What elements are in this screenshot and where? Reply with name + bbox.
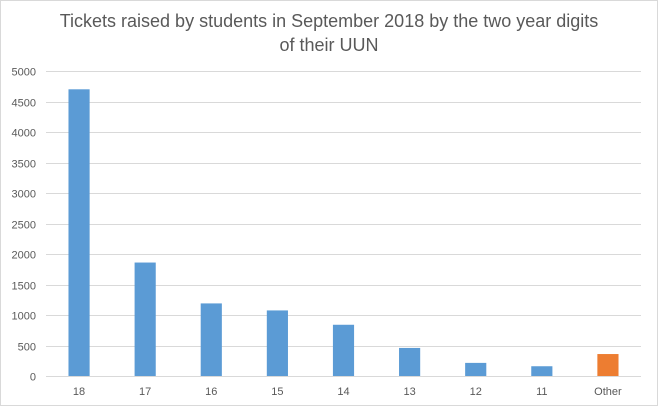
y-tick-label: 2000: [12, 250, 36, 262]
chart-title: Tickets raised by students in September …: [1, 9, 657, 57]
x-tick-label: 13: [403, 386, 415, 398]
y-tick-label: 3000: [12, 189, 36, 201]
chart-title-line-2: of their UUN: [279, 35, 379, 55]
x-tick-label: 12: [470, 386, 482, 398]
bars: [68, 89, 619, 377]
y-axis-ticks: 0 500 1000 1500 2000 2500 3000 3500 4000 4500 5000: [12, 67, 36, 384]
bar: [531, 366, 553, 376]
chart-title-line-1: Tickets raised by students in September …: [59, 11, 599, 31]
x-tick-label: 16: [205, 386, 217, 398]
bar: [200, 303, 222, 376]
x-tick-label: 14: [337, 386, 349, 398]
y-tick-label: 1500: [12, 281, 36, 293]
y-tick-label: 4500: [12, 98, 36, 110]
bar: [68, 89, 90, 377]
x-tick-label: 17: [139, 386, 151, 398]
y-tick-label: 0: [30, 372, 36, 384]
x-tick-label: 15: [271, 386, 283, 398]
y-tick-label: 3500: [12, 159, 36, 171]
bar: [266, 310, 288, 376]
bar: [134, 262, 156, 376]
x-tick-label: Other: [594, 386, 622, 398]
y-tick-label: 1000: [12, 311, 36, 323]
bar: [465, 362, 487, 376]
y-tick-label: 5000: [12, 67, 36, 79]
x-tick-label: 11: [536, 386, 547, 398]
bar: [399, 347, 421, 376]
bar: [597, 354, 619, 376]
x-axis-ticks: 18 17 16 15 14 13 12 11 Other: [73, 386, 622, 398]
bar: [332, 324, 355, 376]
y-tick-label: 500: [18, 342, 36, 354]
y-tick-label: 2500: [12, 220, 36, 232]
x-tick-label: 18: [73, 386, 85, 398]
y-tick-label: 4000: [12, 128, 36, 140]
